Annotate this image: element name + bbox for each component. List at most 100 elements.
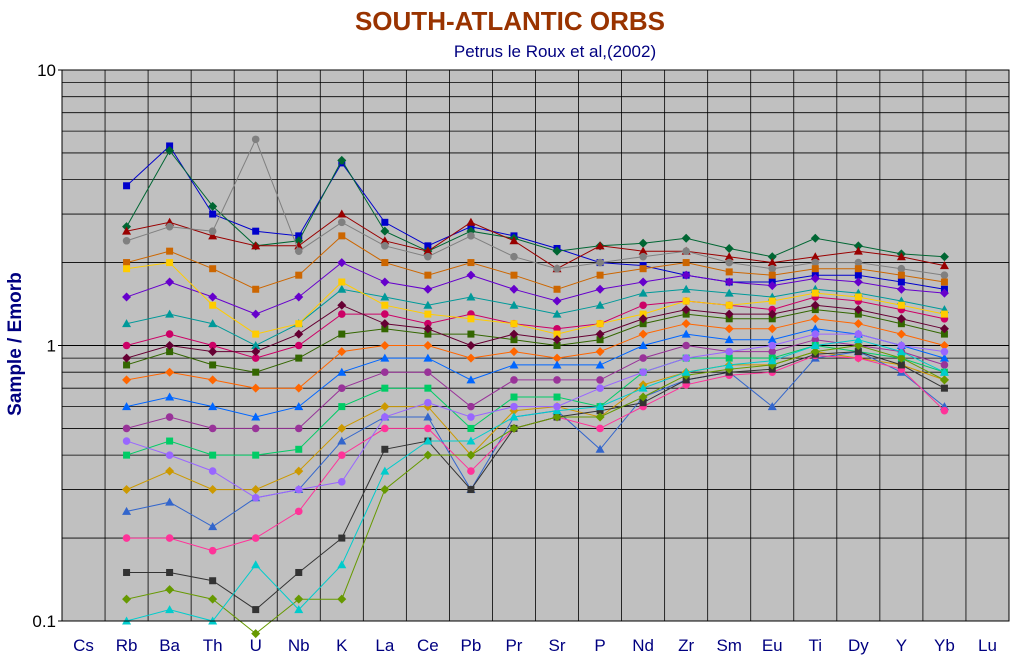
data-point [424, 252, 432, 261]
data-point [122, 402, 132, 411]
data-point [424, 398, 432, 407]
data-point [208, 402, 218, 411]
data-point [294, 247, 303, 255]
data-point [595, 402, 605, 411]
series-line [126, 339, 945, 429]
data-point [423, 284, 433, 294]
y-tick-label: 1 [47, 337, 56, 356]
data-point [165, 497, 175, 506]
data-point [768, 341, 777, 350]
data-point [638, 329, 648, 339]
data-point [853, 246, 863, 255]
data-point [767, 252, 777, 262]
data-point [294, 292, 304, 302]
data-point [596, 336, 604, 344]
data-point [424, 368, 432, 376]
data-point [423, 324, 433, 334]
data-point [380, 485, 390, 495]
data-point [295, 354, 303, 362]
data-point [209, 301, 217, 309]
data-point [810, 252, 820, 261]
series-line [126, 328, 945, 418]
data-point [595, 241, 605, 250]
data-point [854, 293, 862, 301]
data-point [724, 252, 734, 261]
x-tick-label: Dy [848, 636, 869, 655]
data-point [811, 330, 820, 338]
data-point [768, 305, 777, 314]
data-point [208, 231, 218, 240]
data-point [853, 341, 863, 350]
data-point [466, 292, 476, 301]
data-point [854, 330, 863, 338]
data-point [552, 360, 562, 369]
data-point [897, 341, 906, 350]
data-point [639, 354, 647, 362]
data-point [854, 258, 863, 267]
data-point [208, 424, 217, 433]
data-point [423, 300, 433, 309]
data-point [638, 392, 648, 402]
data-point [423, 341, 433, 350]
data-point [509, 360, 519, 369]
data-point [294, 402, 304, 411]
data-point [337, 347, 347, 357]
data-point [768, 347, 777, 356]
data-point [725, 301, 733, 309]
data-point [510, 320, 518, 328]
data-point [381, 310, 389, 318]
data-point [252, 368, 260, 376]
data-point [510, 252, 518, 261]
x-tick-label: K [336, 636, 348, 655]
data-point [724, 360, 734, 369]
data-point [251, 412, 261, 421]
data-point [724, 243, 734, 253]
data-point [767, 281, 777, 291]
data-point [767, 309, 777, 319]
data-point [896, 347, 906, 356]
data-point [552, 296, 562, 306]
data-point [725, 347, 734, 356]
data-point [338, 534, 346, 542]
series-line [126, 296, 945, 359]
data-point [595, 284, 605, 294]
data-point [294, 594, 304, 604]
data-point [122, 375, 132, 385]
data-point [165, 413, 174, 421]
data-point [552, 309, 562, 318]
series-line [126, 318, 945, 389]
x-tick-label: U [250, 636, 262, 655]
data-point [552, 335, 562, 345]
data-point [251, 629, 261, 639]
data-point [208, 467, 217, 475]
data-point [423, 353, 433, 362]
data-point [811, 289, 819, 297]
data-point [553, 376, 561, 384]
data-point [123, 182, 131, 190]
grid-lines [62, 69, 1009, 622]
data-point [897, 264, 906, 273]
data-point [424, 319, 432, 328]
data-point [510, 336, 518, 344]
y-tick-label: 0.1 [32, 612, 56, 631]
data-point [509, 329, 519, 339]
data-point [252, 227, 260, 235]
data-point [251, 309, 261, 319]
data-point [165, 341, 175, 350]
data-point [294, 329, 304, 339]
data-point [725, 354, 733, 362]
data-point [940, 361, 949, 369]
data-point [251, 534, 260, 542]
x-tick-label: Rb [116, 636, 138, 655]
data-point [122, 534, 131, 542]
data-point [380, 292, 390, 301]
data-point [853, 335, 863, 344]
data-point [509, 300, 519, 309]
data-point [466, 353, 476, 363]
x-tick-label: Zr [678, 636, 694, 655]
data-point [466, 217, 476, 226]
data-point [810, 274, 820, 284]
data-point [467, 223, 475, 231]
data-point [725, 258, 734, 267]
data-point [424, 330, 432, 338]
